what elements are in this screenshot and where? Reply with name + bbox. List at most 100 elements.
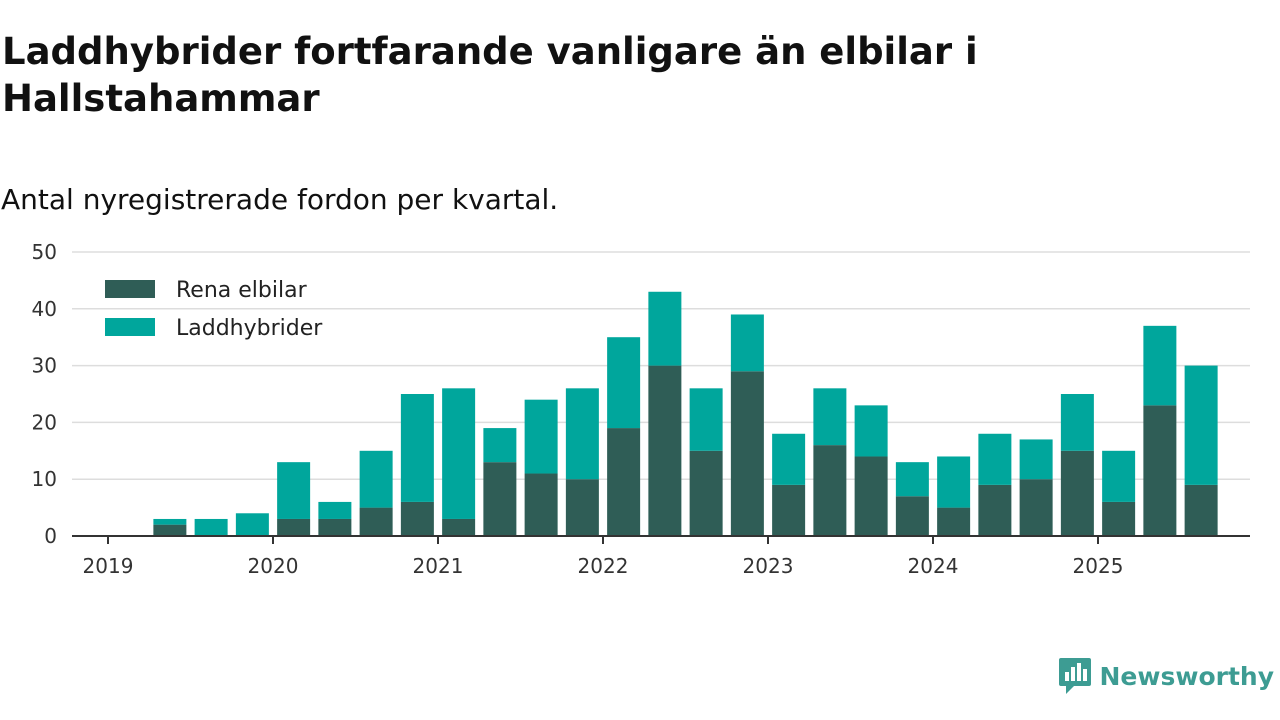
bar-laddhybrider bbox=[937, 456, 971, 508]
bar-laddhybrider bbox=[607, 337, 641, 429]
bar-group bbox=[277, 462, 311, 536]
bar-group bbox=[854, 405, 888, 536]
bar-laddhybrider bbox=[813, 388, 847, 446]
x-tick-label: 2024 bbox=[908, 554, 959, 578]
bar-laddhybrider bbox=[565, 388, 599, 480]
bar-rena-elbilar bbox=[524, 473, 558, 536]
bar-group bbox=[524, 399, 558, 536]
bar-laddhybrider bbox=[483, 428, 517, 463]
bars bbox=[153, 291, 1218, 536]
bar-group bbox=[689, 388, 723, 536]
bar-rena-elbilar bbox=[772, 484, 806, 536]
bar-group bbox=[565, 388, 599, 536]
bar-group bbox=[153, 518, 187, 536]
legend: Rena elbilar Laddhybrider bbox=[105, 278, 323, 341]
bar-group bbox=[937, 456, 971, 536]
bar-rena-elbilar bbox=[689, 450, 723, 536]
x-tick-label: 2025 bbox=[1073, 554, 1124, 578]
bar-group bbox=[648, 291, 682, 536]
bar-laddhybrider bbox=[524, 399, 558, 474]
bar-laddhybrider bbox=[1143, 325, 1177, 406]
bar-group bbox=[895, 462, 929, 536]
bar-group bbox=[978, 433, 1012, 536]
x-tick-label: 2022 bbox=[578, 554, 629, 578]
legend-label: Rena elbilar bbox=[176, 278, 308, 303]
bar-group bbox=[1184, 365, 1218, 536]
bar-rena-elbilar bbox=[730, 371, 764, 536]
bar-laddhybrider bbox=[235, 513, 269, 536]
bar-group bbox=[772, 433, 806, 536]
bar-laddhybrider bbox=[772, 433, 806, 485]
x-axis-ticks: 2019 2020 2021 2022 2023 2024 2025 bbox=[83, 536, 1124, 578]
legend-swatch bbox=[105, 318, 155, 336]
bar-rena-elbilar bbox=[813, 445, 847, 536]
bar-laddhybrider bbox=[194, 518, 228, 536]
x-tick-label: 2020 bbox=[248, 554, 299, 578]
bar-laddhybrider bbox=[1184, 365, 1218, 485]
y-tick-label: 40 bbox=[32, 297, 57, 321]
bar-laddhybrider bbox=[442, 388, 476, 519]
legend-swatch bbox=[105, 280, 155, 298]
bar-group bbox=[400, 394, 434, 536]
bar-group bbox=[730, 314, 764, 536]
bar-rena-elbilar bbox=[565, 479, 599, 536]
bar-laddhybrider bbox=[1019, 439, 1053, 480]
bar-rena-elbilar bbox=[277, 518, 311, 536]
bar-laddhybrider bbox=[318, 501, 352, 519]
bar-rena-elbilar bbox=[318, 518, 352, 536]
bar-group bbox=[194, 518, 228, 536]
bar-rena-elbilar bbox=[359, 507, 393, 536]
bar-rena-elbilar bbox=[895, 496, 929, 536]
bar-rena-elbilar bbox=[1143, 405, 1177, 536]
bar-group bbox=[1060, 394, 1094, 536]
x-tick-label: 2023 bbox=[743, 554, 794, 578]
bar-rena-elbilar bbox=[1060, 450, 1094, 536]
bar-laddhybrider bbox=[359, 450, 393, 508]
y-tick-label: 20 bbox=[32, 410, 57, 434]
bar-group bbox=[359, 450, 393, 536]
bar-rena-elbilar bbox=[937, 507, 971, 536]
y-tick-label: 50 bbox=[32, 240, 57, 264]
bar-group bbox=[1019, 439, 1053, 536]
bar-rena-elbilar bbox=[648, 365, 682, 536]
bar-rena-elbilar bbox=[1184, 484, 1218, 536]
bar-rena-elbilar bbox=[978, 484, 1012, 536]
bar-laddhybrider bbox=[730, 314, 764, 372]
bar-rena-elbilar bbox=[400, 501, 434, 536]
bar-rena-elbilar bbox=[483, 462, 517, 536]
bar-laddhybrider bbox=[648, 291, 682, 366]
bar-laddhybrider bbox=[978, 433, 1012, 485]
bar-group bbox=[607, 337, 641, 536]
y-tick-label: 0 bbox=[44, 524, 57, 548]
bar-rena-elbilar bbox=[442, 518, 476, 536]
bar-rena-elbilar bbox=[1102, 501, 1136, 536]
bar-rena-elbilar bbox=[854, 456, 888, 536]
stacked-bar-chart: 0 10 20 30 40 50 2019 2020 2021 2022 2023 2024 2025… bbox=[32, 240, 1250, 578]
bar-group bbox=[813, 388, 847, 536]
bar-group bbox=[235, 513, 269, 536]
bar-laddhybrider bbox=[400, 394, 434, 502]
bar-group bbox=[318, 501, 352, 536]
chart-subtitle: Antal nyregistrerade fordon per kvartal. bbox=[1, 183, 559, 216]
bar-group bbox=[1143, 325, 1177, 536]
bar-laddhybrider bbox=[277, 462, 311, 519]
bar-laddhybrider bbox=[1060, 394, 1094, 451]
bar-laddhybrider bbox=[1102, 450, 1136, 502]
legend-label: Laddhybrider bbox=[176, 316, 323, 341]
bar-rena-elbilar bbox=[153, 524, 187, 536]
newsworthy-logo: Newsworthy bbox=[1058, 656, 1275, 696]
y-axis-ticks: 0 10 20 30 40 50 bbox=[32, 240, 57, 548]
chart-title: Laddhybrider fortfarande vanligare än el… bbox=[2, 30, 978, 120]
bar-rena-elbilar bbox=[607, 428, 641, 536]
bar-group bbox=[483, 428, 517, 536]
y-tick-label: 30 bbox=[32, 354, 57, 378]
y-tick-label: 10 bbox=[32, 467, 57, 491]
bar-rena-elbilar bbox=[1019, 479, 1053, 536]
bar-laddhybrider bbox=[153, 518, 187, 525]
bar-group bbox=[1102, 450, 1136, 536]
x-tick-label: 2019 bbox=[83, 554, 134, 578]
bar-laddhybrider bbox=[895, 462, 929, 497]
brand-name: Newsworthy bbox=[1099, 661, 1275, 691]
x-tick-label: 2021 bbox=[413, 554, 464, 578]
bar-laddhybrider bbox=[854, 405, 888, 457]
